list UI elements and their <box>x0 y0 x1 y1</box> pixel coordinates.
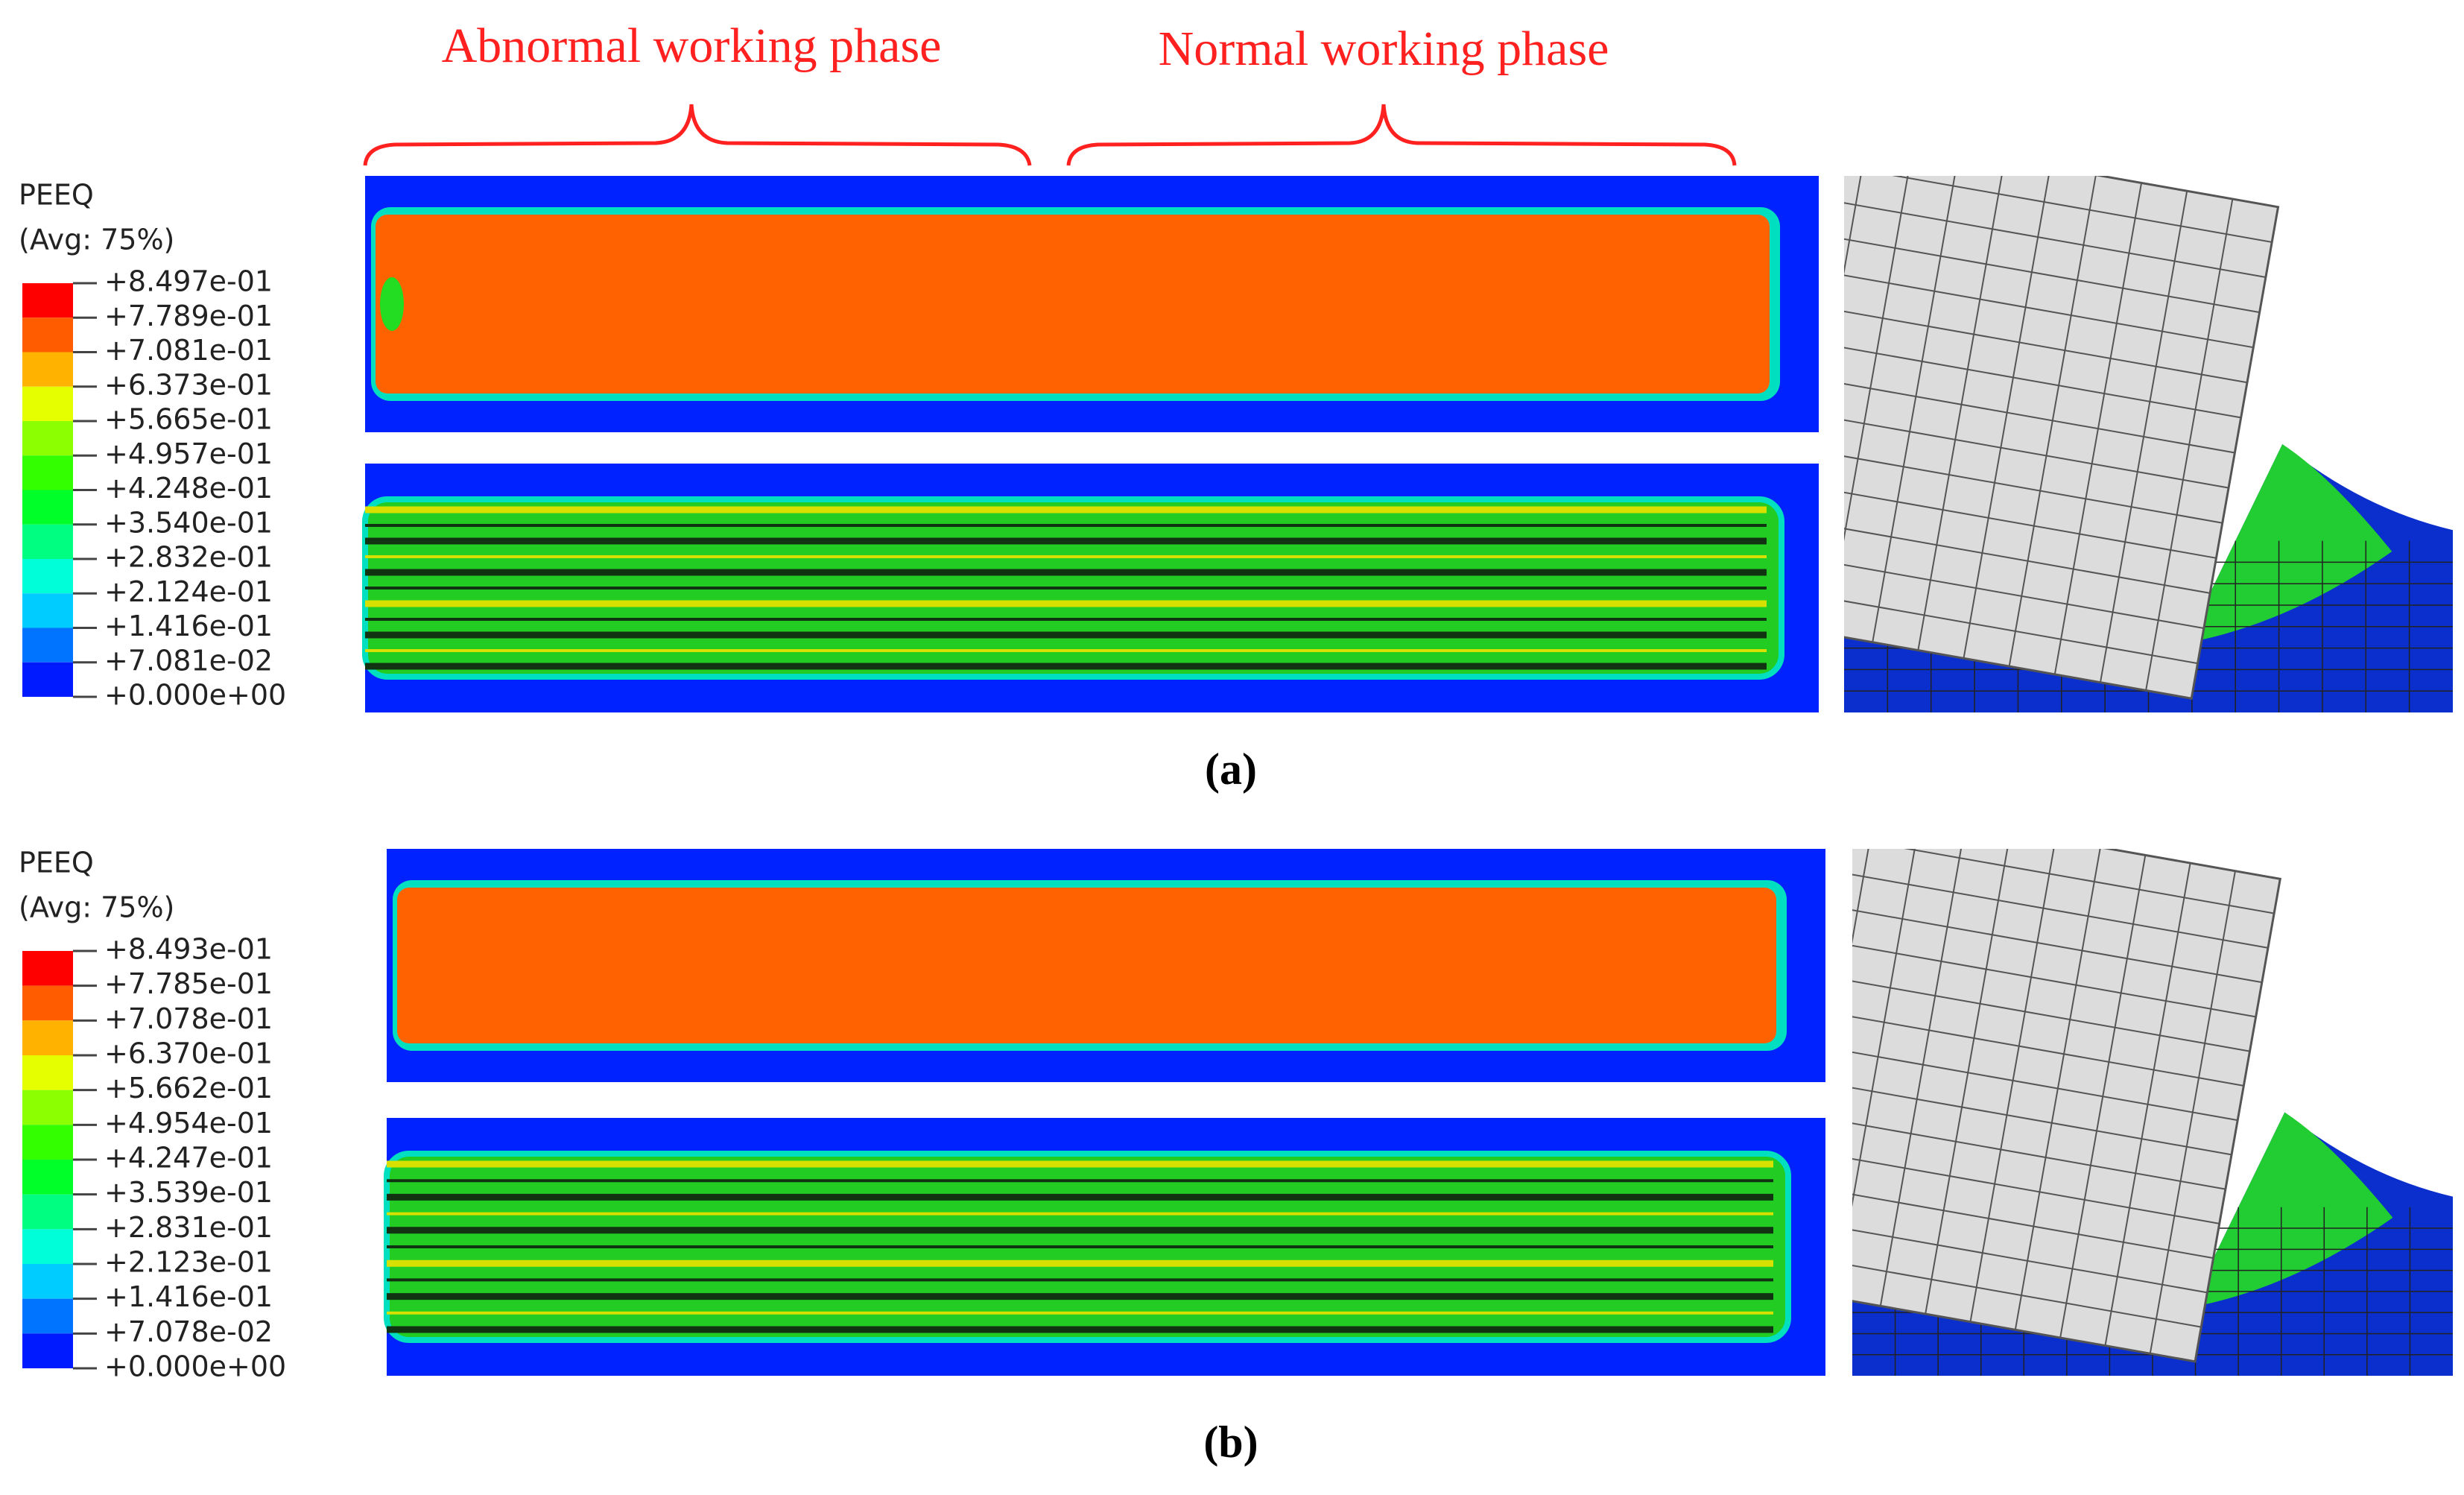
tool-mesh <box>1852 867 2269 949</box>
tool-mesh <box>1852 1178 2214 1259</box>
tool <box>1852 849 2282 1363</box>
legend-swatch <box>22 1125 73 1160</box>
tool-mesh <box>1852 936 2256 1018</box>
tool-mesh <box>1852 902 2262 984</box>
tool-mesh <box>1844 336 2241 419</box>
legend-label: +3.540e-01 <box>104 506 273 539</box>
tool-mesh <box>1844 196 2267 278</box>
legend-swatch <box>22 1264 73 1299</box>
annotation: Normal working phase <box>1159 22 1609 76</box>
tool-mesh <box>1844 301 2248 384</box>
legend-swatch <box>22 1194 73 1230</box>
legend-label: +4.954e-01 <box>104 1107 273 1140</box>
mesh-view <box>1844 176 2453 712</box>
legend-swatch <box>22 985 73 1021</box>
legend-swatch <box>22 662 73 697</box>
tool-mesh <box>1844 176 1869 627</box>
legend-label: +7.078e-01 <box>104 1002 273 1035</box>
legend-title: PEEQ <box>19 847 94 879</box>
tool-mesh <box>1844 441 2223 524</box>
legend-label: +7.081e-02 <box>104 644 273 677</box>
legend-label: +8.497e-01 <box>104 265 273 298</box>
legend-label: +0.000e+00 <box>104 679 286 712</box>
legend-label: +7.785e-01 <box>104 967 273 1000</box>
tool-mesh <box>1852 1247 2202 1328</box>
legend-label: +0.000e+00 <box>104 1350 286 1383</box>
legend-swatch <box>22 628 73 663</box>
brace <box>1066 104 1737 166</box>
legend-swatch <box>22 283 73 318</box>
legend-label: +4.247e-01 <box>104 1142 273 1175</box>
tool-mesh <box>1852 1074 2232 1156</box>
legend-swatch <box>22 524 73 559</box>
legend-label: +1.416e-01 <box>104 610 273 642</box>
tool-mesh <box>1844 176 2273 243</box>
legend-swatch <box>22 559 73 594</box>
caption: (b) <box>1203 1417 1258 1467</box>
brace <box>363 104 1032 166</box>
legend-swatch <box>22 1229 73 1264</box>
tool-mesh <box>1844 582 2198 665</box>
legend-label: +5.662e-01 <box>104 1072 273 1104</box>
tool-mesh <box>1844 231 2260 314</box>
tool-mesh <box>1844 547 2205 629</box>
legend-label: +2.831e-01 <box>104 1211 273 1244</box>
contour-spot <box>380 277 404 331</box>
legend-swatch <box>22 352 73 387</box>
contour-core <box>397 888 1776 1043</box>
legend-swatch <box>22 1020 73 1055</box>
legend-swatch <box>22 951 73 986</box>
legend-swatch <box>22 386 73 421</box>
legend-swatch <box>22 455 73 490</box>
tool-mesh <box>1852 971 2250 1052</box>
tool-mesh <box>1852 1143 2220 1224</box>
tool <box>1844 176 2280 700</box>
legend-swatch <box>22 1333 73 1368</box>
legend-label: +2.832e-01 <box>104 541 273 574</box>
legend-swatch <box>22 1055 73 1090</box>
caption: (a) <box>1205 745 1257 794</box>
legend-label: +5.665e-01 <box>104 403 273 436</box>
tool-mesh <box>1852 1040 2238 1122</box>
legend-subtitle: (Avg: 75%) <box>19 224 174 256</box>
legend-swatch <box>22 1090 73 1125</box>
legend-label: +2.123e-01 <box>104 1246 273 1279</box>
tool-mesh <box>1844 512 2211 594</box>
tool-mesh <box>1844 406 2229 489</box>
tool-mesh <box>1852 1005 2244 1087</box>
legend-swatch <box>22 490 73 525</box>
tool-mesh <box>1844 477 2217 559</box>
annotation: Abnormal working phase <box>442 19 942 73</box>
tool-mesh <box>1844 371 2235 454</box>
legend-title: PEEQ <box>19 179 94 212</box>
legend-label: +7.789e-01 <box>104 300 273 332</box>
contour-core <box>376 215 1770 393</box>
legend-label: +6.370e-01 <box>104 1037 273 1070</box>
legend-swatch <box>22 317 73 353</box>
legend-label: +4.957e-01 <box>104 437 273 470</box>
tool-mesh <box>1852 849 1877 1291</box>
legend-swatch <box>22 1298 73 1334</box>
tool-mesh <box>1852 849 2275 914</box>
legend-swatch <box>22 421 73 456</box>
legend-label: +6.373e-01 <box>104 368 273 401</box>
legend-swatch <box>22 1160 73 1195</box>
legend-label: +4.248e-01 <box>104 472 273 505</box>
legend-label: +2.124e-01 <box>104 575 273 608</box>
legend-label: +1.416e-01 <box>104 1280 273 1313</box>
legend-label: +3.539e-01 <box>104 1176 273 1209</box>
tool-mesh <box>1852 1212 2208 1294</box>
legend-subtitle: (Avg: 75%) <box>19 891 174 924</box>
mesh-view <box>1852 849 2453 1376</box>
tool-mesh <box>1844 266 2254 349</box>
legend-swatch <box>22 593 73 628</box>
tool-mesh <box>1852 1109 2226 1190</box>
legend-label: +7.081e-01 <box>104 334 273 367</box>
legend-label: +7.078e-02 <box>104 1315 273 1348</box>
legend-label: +8.493e-01 <box>104 933 273 966</box>
